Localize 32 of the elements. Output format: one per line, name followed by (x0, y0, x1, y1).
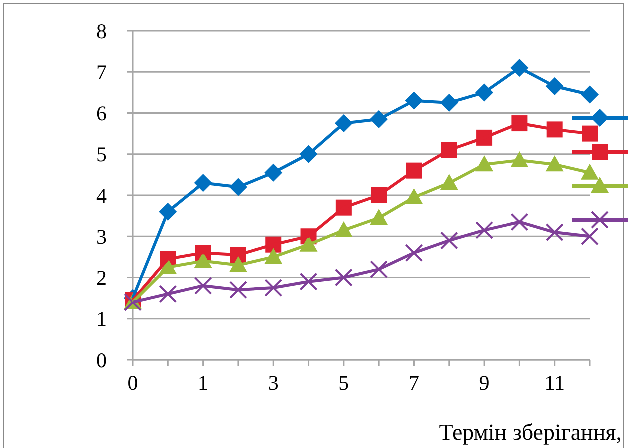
point (581, 164, 599, 180)
x-tick-label: 11 (544, 371, 565, 395)
y-tick-label: 6 (96, 102, 107, 126)
point (510, 213, 529, 232)
point (405, 244, 424, 262)
x-tick-label: 9 (479, 371, 490, 395)
point (264, 279, 283, 298)
y-tick-label: 4 (96, 184, 108, 208)
x-tick-label: 1 (198, 371, 209, 395)
point (194, 276, 212, 295)
y-tick-label: 0 (96, 348, 107, 372)
point (300, 272, 318, 291)
x-axis-title: Термін зберігання, (439, 420, 622, 445)
y-tick-label: 3 (96, 224, 107, 249)
point (476, 221, 494, 240)
y-tick-label: 7 (96, 60, 107, 84)
y-tick-label: 8 (96, 19, 107, 44)
point (546, 224, 564, 242)
x-tick-label: 0 (128, 371, 138, 395)
y-tick-label: 1 (96, 307, 107, 332)
x-tick-label: 7 (408, 371, 420, 395)
y-tick-label: 5 (96, 142, 107, 167)
y-tick-label: 2 (96, 266, 107, 290)
point (370, 260, 388, 279)
point (159, 285, 178, 304)
point (581, 228, 599, 246)
point (229, 281, 248, 300)
point (334, 268, 353, 287)
x-tick-label: 5 (338, 371, 350, 395)
x-tick-label: 3 (268, 371, 279, 395)
point (440, 232, 458, 250)
point (582, 126, 598, 142)
